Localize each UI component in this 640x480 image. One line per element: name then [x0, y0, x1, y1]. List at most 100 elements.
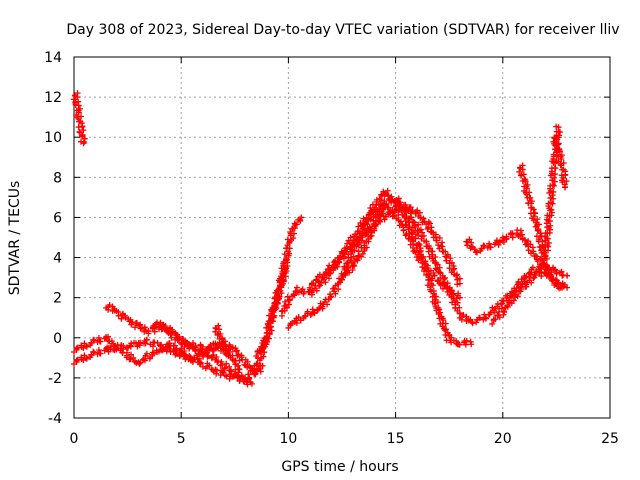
- data-point: [560, 175, 567, 182]
- data-point: [350, 262, 357, 269]
- data-point: [443, 326, 450, 333]
- data-point: [503, 233, 510, 240]
- data-point: [278, 290, 285, 297]
- data-point: [359, 234, 366, 241]
- data-point: [113, 307, 120, 314]
- data-point: [158, 341, 165, 348]
- data-point: [259, 362, 266, 369]
- data-point: [91, 337, 98, 344]
- data-point: [304, 308, 311, 315]
- data-point: [240, 378, 247, 385]
- data-point: [72, 101, 79, 108]
- data-point: [169, 328, 176, 335]
- data-point: [511, 285, 518, 292]
- data-point: [424, 243, 431, 250]
- data-point: [372, 204, 379, 211]
- data-point: [549, 170, 556, 177]
- data-point: [253, 353, 260, 360]
- data-point: [299, 286, 306, 293]
- data-point: [233, 348, 240, 355]
- data-point: [308, 291, 315, 298]
- data-point: [412, 235, 419, 242]
- data-point: [544, 235, 551, 242]
- data-point: [450, 295, 457, 302]
- data-point: [167, 349, 174, 356]
- data-point: [318, 274, 325, 281]
- chart-title: Day 308 of 2023, Sidereal Day-to-day VTE…: [66, 22, 619, 38]
- data-point: [526, 277, 533, 284]
- data-point: [371, 222, 378, 229]
- data-point: [424, 226, 431, 233]
- data-point: [524, 194, 531, 201]
- y-tick-label: 14: [44, 50, 62, 66]
- data-point: [340, 272, 347, 279]
- data-point: [551, 174, 558, 181]
- data-point: [458, 316, 465, 323]
- data-point: [376, 195, 383, 202]
- data-point: [442, 320, 449, 327]
- data-point: [494, 303, 501, 310]
- data-point: [531, 253, 538, 260]
- data-point: [415, 257, 422, 264]
- data-point: [310, 309, 317, 316]
- data-point: [313, 277, 320, 284]
- data-point: [327, 291, 334, 298]
- data-point: [218, 358, 225, 365]
- grid-lines: [74, 57, 610, 418]
- data-point: [180, 353, 187, 360]
- data-point: [350, 253, 357, 260]
- data-point: [103, 335, 110, 342]
- y-tick-label: 6: [53, 210, 62, 226]
- data-point: [451, 271, 458, 278]
- y-tick-label: -2: [48, 371, 62, 387]
- data-point: [433, 266, 440, 273]
- data-point: [206, 362, 213, 369]
- data-point: [223, 360, 230, 367]
- data-point: [213, 325, 220, 332]
- data-point: [435, 311, 442, 318]
- data-point: [363, 238, 370, 245]
- data-point: [212, 366, 219, 373]
- data-point: [216, 335, 223, 342]
- data-point: [427, 284, 434, 291]
- data-point: [227, 352, 234, 359]
- data-point: [543, 255, 550, 262]
- data-point: [419, 259, 426, 266]
- data-point: [290, 235, 297, 242]
- y-tick-label: 0: [53, 331, 62, 347]
- data-point: [513, 291, 520, 298]
- data-point: [214, 332, 221, 339]
- data-point: [278, 308, 285, 315]
- data-point: [555, 124, 562, 131]
- data-point: [126, 342, 133, 349]
- data-point: [451, 265, 458, 272]
- data-point: [548, 276, 555, 283]
- data-point: [143, 336, 150, 343]
- data-point: [238, 352, 245, 359]
- data-point: [358, 244, 365, 251]
- data-point: [113, 344, 120, 351]
- data-point: [410, 238, 417, 245]
- data-point: [538, 269, 545, 276]
- data-point: [419, 219, 426, 226]
- data-point: [348, 241, 355, 248]
- data-point: [534, 256, 541, 263]
- y-tick-label: -4: [48, 411, 62, 427]
- data-point: [420, 215, 427, 222]
- data-point: [75, 102, 82, 109]
- data-point: [552, 141, 559, 148]
- data-point: [95, 346, 102, 353]
- data-point: [381, 216, 388, 223]
- data-point: [120, 342, 127, 349]
- data-point: [213, 370, 220, 377]
- data-point: [83, 343, 90, 350]
- data-point: [405, 226, 412, 233]
- data-point: [518, 231, 525, 238]
- data-point: [306, 284, 313, 291]
- data-point: [409, 218, 416, 225]
- data-point: [545, 239, 552, 246]
- data-point: [136, 342, 143, 349]
- data-point: [564, 284, 571, 291]
- data-point: [508, 292, 515, 299]
